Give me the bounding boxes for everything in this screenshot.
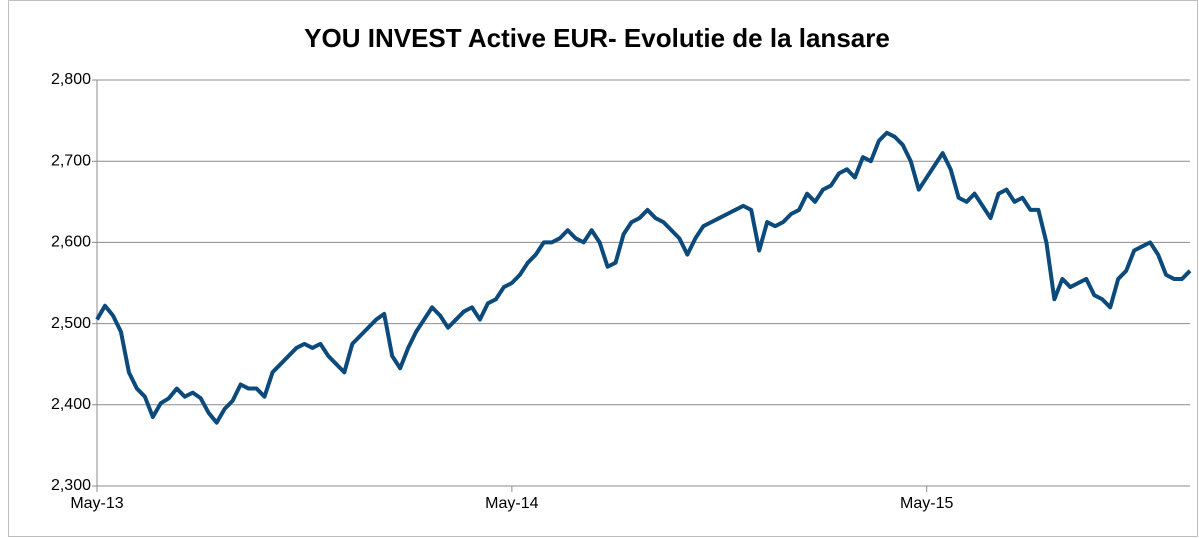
chart-frame xyxy=(8,0,1198,537)
y-tick-label: 2,800 xyxy=(51,71,91,88)
y-tick-label: 2,600 xyxy=(51,234,91,251)
chart-title: YOU INVEST Active EUR- Evolutie de la la… xyxy=(304,23,890,53)
y-tick-label: 2,300 xyxy=(51,477,91,494)
data-line xyxy=(95,130,1192,425)
y-tick-label: 2,400 xyxy=(51,396,91,413)
x-tick-label: May-14 xyxy=(485,495,538,512)
y-tick-label: 2,700 xyxy=(51,152,91,169)
x-tick-label: May-13 xyxy=(70,495,123,512)
x-tick-label: May-15 xyxy=(900,495,953,512)
y-tick-label: 2,500 xyxy=(51,315,91,332)
